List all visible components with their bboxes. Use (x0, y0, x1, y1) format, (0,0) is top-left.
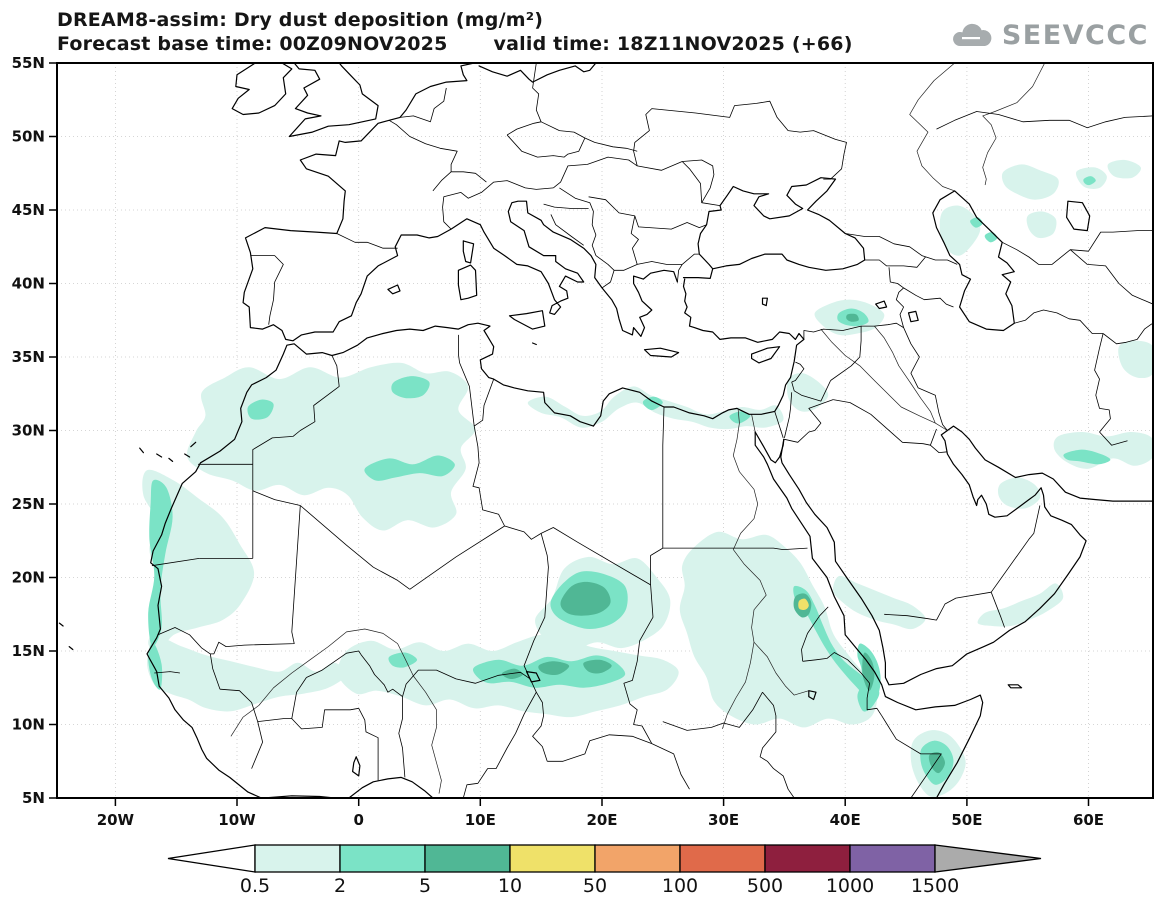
colorbar-segment (594, 844, 681, 873)
dust-patch-level-0.5 (977, 583, 1064, 627)
colorbar-segment (509, 844, 596, 873)
colorbar-label: 1000 (826, 875, 874, 897)
dust-patch-level-2 (247, 399, 274, 420)
colorbar: 0.5 2 5 10 50 100 500 1000 1500 (167, 844, 1042, 897)
lon-axis: 20W 10W 0 10E 20E 30E 40E 50E 60E (97, 798, 1104, 829)
lat-tick-label: 35N (12, 348, 45, 366)
dust-patch-level-2 (388, 652, 418, 668)
dust-patch-level-2 (1083, 176, 1096, 186)
lon-tick-label: 30E (708, 811, 739, 829)
dust-patch-level-2 (364, 455, 455, 481)
colorbar-segment (254, 844, 341, 873)
colorbar-label: 100 (662, 875, 698, 897)
colorbar-left-arrow (167, 844, 256, 873)
dust-patch-level-0.5 (186, 362, 476, 531)
dust-patch-level-2 (148, 642, 163, 690)
lat-tick-label: 5N (22, 789, 45, 807)
subtitle: Forecast base time: 00Z09NOV2025 valid ti… (57, 32, 853, 56)
dust-patch-level-0.5 (1107, 159, 1141, 179)
dust-patch-level-0.5 (146, 637, 347, 712)
lat-tick-label: 15N (12, 642, 45, 660)
lat-tick-label: 55N (12, 54, 45, 72)
logo-text: SEEVCCC (1001, 20, 1149, 51)
colorbar-right-arrow (934, 844, 1042, 873)
lat-axis: 55N 50N 45N 40N 35N 30N 25N 20N 15N 10N 5N (12, 54, 57, 807)
dust-patch-level-5 (538, 661, 570, 675)
lat-tick-label: 25N (12, 495, 45, 513)
forecast-base-time: Forecast base time: 00Z09NOV2025 (57, 33, 448, 55)
colorbar-label: 2 (334, 875, 346, 897)
dust-patch-level-0.5 (1026, 211, 1057, 239)
colorbar-segment (424, 844, 511, 873)
dust-patch-level-0.5 (997, 477, 1041, 509)
dust-patch-level-2 (1063, 449, 1111, 465)
colorbar-label: 10 (498, 875, 522, 897)
dust-patch-level-10 (798, 598, 809, 610)
dust-patch-level-0.5 (679, 531, 878, 728)
colorbar-label: 1500 (911, 875, 959, 897)
dust-patch-level-0.5 (786, 373, 829, 412)
lon-tick-label: 20W (97, 811, 135, 829)
title-block: DREAM8-assim: Dry dust deposition (mg/m²… (57, 8, 853, 56)
lat-tick-label: 20N (12, 569, 45, 587)
cloud-icon (952, 23, 992, 46)
dust-patch-level-0.5 (1001, 164, 1059, 200)
dust-patch-level-5 (560, 581, 611, 616)
lat-tick-label: 40N (12, 275, 45, 293)
dust-patch-level-5 (928, 752, 945, 774)
colorbar-label: 5 (419, 875, 431, 897)
lon-tick-label: 60E (1073, 811, 1104, 829)
page-title: DREAM8-assim: Dry dust deposition (mg/m²… (57, 9, 544, 31)
colorbar-label: 500 (747, 875, 783, 897)
dust-patch-level-0.5 (939, 205, 981, 256)
lat-tick-label: 30N (12, 422, 45, 440)
valid-time: valid time: 18Z11NOV2025 (+66) (493, 33, 853, 55)
dust-patch-level-2 (793, 585, 880, 704)
lon-tick-label: 40E (830, 811, 861, 829)
dust-patch-level-2 (984, 232, 998, 243)
dust-patch-level-2 (391, 376, 430, 399)
lat-tick-label: 50N (12, 128, 45, 146)
coastlines (58, 63, 1153, 798)
dust-patch-level-2 (729, 411, 751, 424)
colorbar-segment (849, 844, 936, 873)
rivers (230, 63, 1046, 794)
dust-shading (142, 159, 1153, 798)
colorbar-label: 50 (583, 875, 607, 897)
seevccc-logo: SEEVCCC (949, 20, 1149, 51)
lat-tick-label: 10N (12, 716, 45, 734)
colorbar-segment (679, 844, 766, 873)
dust-patch-level-0.5 (1118, 340, 1153, 379)
lon-tick-label: 50E (951, 811, 982, 829)
dust-patch-level-5 (846, 313, 859, 322)
dust-patch-level-5 (862, 652, 875, 691)
dust-patch-level-2 (642, 396, 663, 411)
colorbar-label: 0.5 (240, 875, 270, 897)
lon-tick-label: 20E (586, 811, 617, 829)
lat-tick-label: 45N (12, 201, 45, 219)
dust-patch-level-5 (583, 659, 612, 674)
colorbar-segment (339, 844, 426, 873)
lon-tick-label: 10W (218, 811, 256, 829)
lon-tick-label: 10E (465, 811, 496, 829)
dust-patch-level-0.5 (833, 575, 926, 630)
colorbar-segment (764, 844, 851, 873)
country-borders (151, 63, 1153, 798)
lon-tick-label: 0 (353, 811, 363, 829)
